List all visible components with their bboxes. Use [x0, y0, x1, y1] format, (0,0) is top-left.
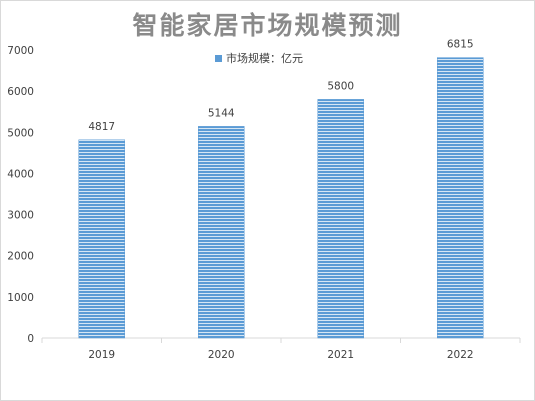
bar — [317, 99, 364, 339]
bar — [198, 126, 245, 339]
y-tick-label: 4000 — [7, 168, 34, 180]
label-layer: 2019 4817 2020 5144 2021 5800 2022 6815 — [88, 39, 473, 361]
y-tick-label: 5000 — [7, 127, 34, 139]
legend-swatch — [215, 54, 222, 62]
x-tick-label: 2022 — [447, 349, 474, 361]
data-label: 5800 — [327, 80, 354, 92]
y-tick-label: 2000 — [7, 251, 34, 263]
legend: 市场规模：亿元 — [215, 50, 303, 66]
legend-label: 市场规模：亿元 — [226, 52, 303, 65]
data-label: 4817 — [88, 121, 115, 133]
x-tick-label: 2020 — [208, 349, 235, 361]
y-tick-label: 7000 — [7, 45, 34, 57]
bar-layer — [78, 57, 484, 339]
chart-title: 智能家居市场规模预测 — [132, 11, 403, 40]
data-label: 5144 — [208, 107, 235, 119]
x-tick-label: 2019 — [88, 349, 115, 361]
y-tick-label: 0 — [27, 333, 34, 345]
y-tick-label: 6000 — [7, 86, 34, 98]
bar — [437, 57, 484, 339]
x-tick-label: 2021 — [327, 349, 354, 361]
y-tick-label: 1000 — [7, 292, 34, 304]
data-label: 6815 — [447, 39, 474, 51]
y-tick-label: 3000 — [7, 210, 34, 222]
bar — [78, 139, 125, 339]
